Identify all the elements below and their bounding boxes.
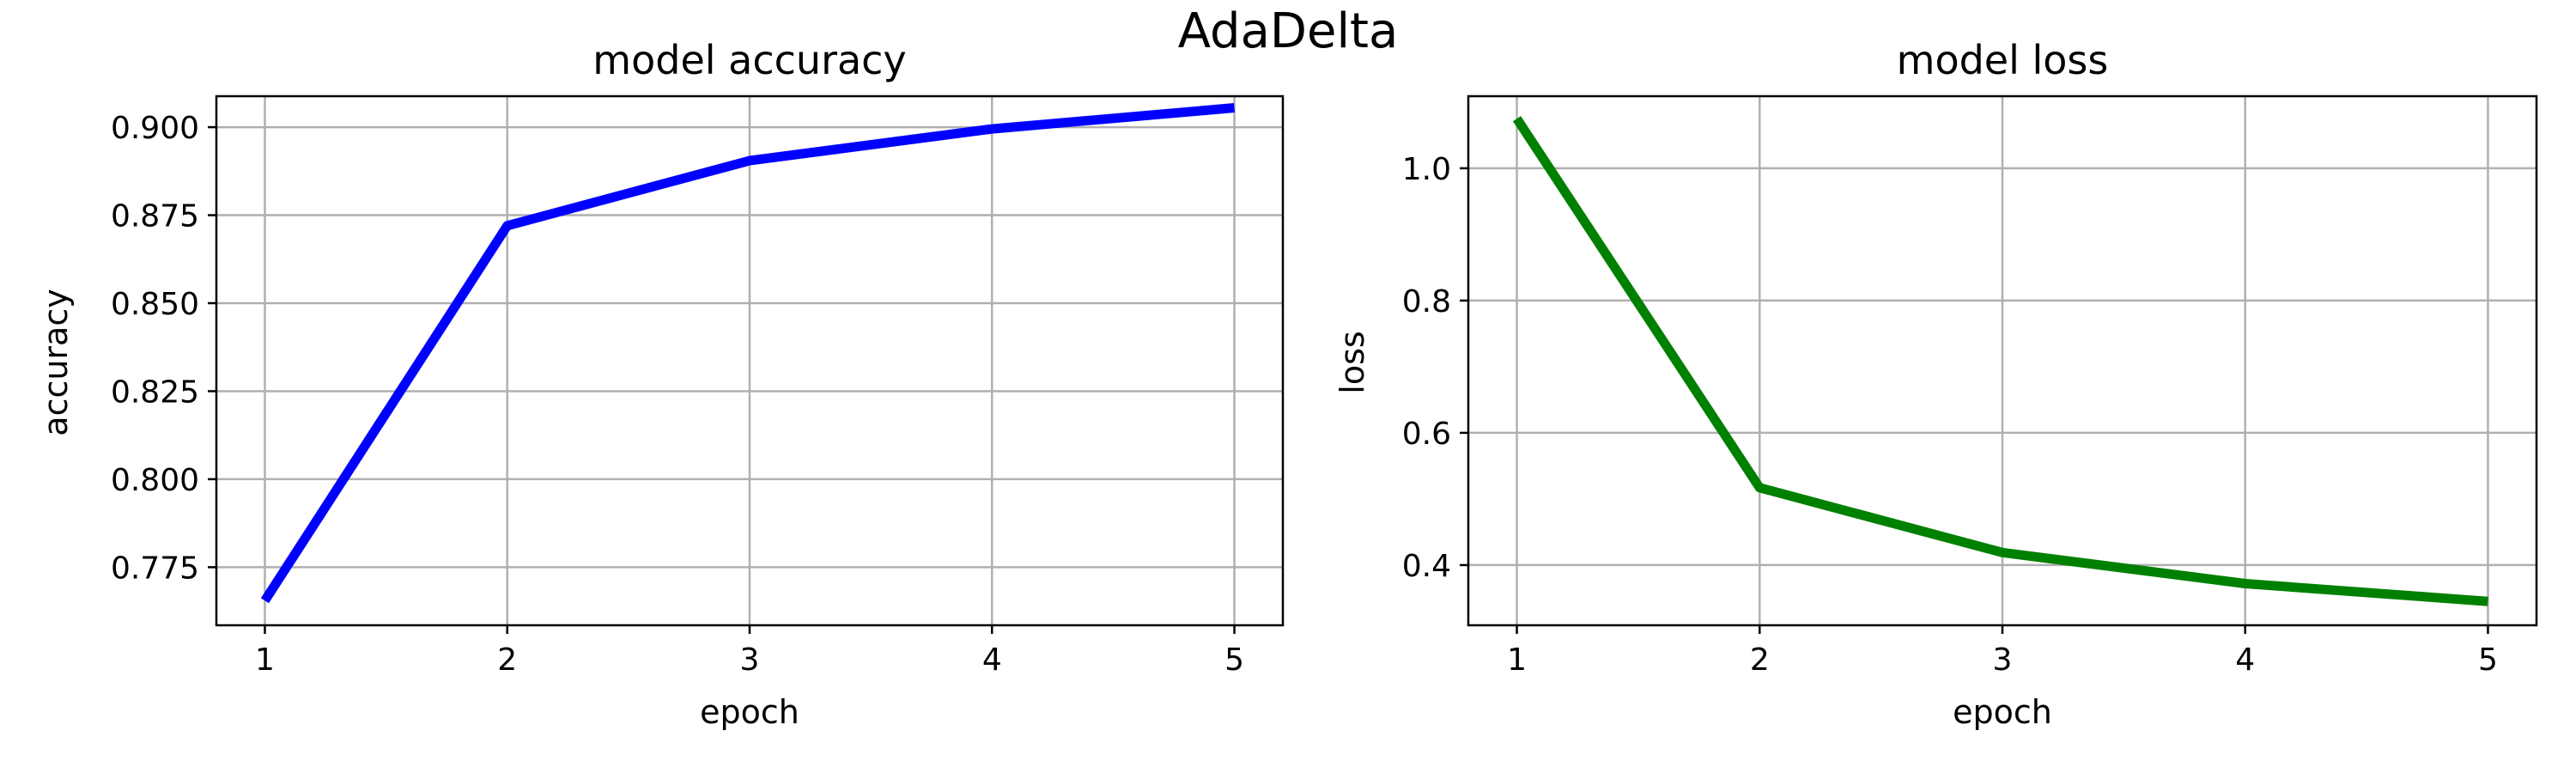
loss-series-line: [1512, 116, 2488, 606]
loss-y-tick-label: 1.0: [1402, 152, 1451, 187]
accuracy-x-tick-label: 4: [982, 642, 1002, 678]
accuracy-chart: model accuracy epoch accuracy 1 2 3 4 5 0.775…: [37, 37, 1285, 731]
accuracy-y-tick-label: 0.900: [111, 111, 199, 146]
accuracy-y-tick-label: 0.775: [111, 551, 199, 586]
loss-x-tick-label: 3: [1993, 642, 2013, 678]
accuracy-y-tick-label: 0.875: [111, 199, 199, 234]
loss-x-tick-label: 1: [1507, 642, 1527, 678]
loss-x-tick-label: 2: [1750, 642, 1770, 678]
accuracy-x-tick-label: 5: [1224, 642, 1244, 678]
accuracy-y-tick-label: 0.800: [111, 463, 199, 498]
loss-y-tick-label: 0.6: [1402, 417, 1451, 452]
loss-chart-title: model loss: [1897, 37, 2109, 83]
loss-y-axis-label: loss: [1334, 331, 1371, 393]
loss-y-tick-label: 0.8: [1402, 284, 1451, 320]
accuracy-y-tick-label: 0.850: [111, 287, 199, 322]
loss-y-tick-label: 0.4: [1402, 549, 1451, 584]
accuracy-x-tick-label: 2: [497, 642, 517, 678]
accuracy-chart-title: model accuracy: [592, 37, 906, 83]
loss-x-axis-label: epoch: [1953, 693, 2052, 731]
loss-plot-frame: [1467, 94, 2538, 627]
loss-chart: model loss epoch loss 1 2 3 4 5 0.4 0.6 0.8 1.0: [1334, 37, 2538, 731]
accuracy-x-tick-label: 3: [740, 642, 760, 678]
accuracy-x-axis-label: epoch: [700, 693, 799, 731]
accuracy-y-tick-label: 0.825: [111, 374, 199, 410]
accuracy-series-line: [260, 103, 1236, 604]
accuracy-x-tick-label: 1: [255, 642, 275, 678]
loss-grid: [1468, 96, 2537, 625]
accuracy-y-axis-label: accuracy: [37, 289, 75, 435]
accuracy-plot-frame: [215, 94, 1285, 627]
loss-x-tick-label: 4: [2235, 642, 2255, 678]
figure-suptitle: AdaDelta: [1178, 3, 1399, 59]
accuracy-grid: [216, 96, 1283, 625]
loss-x-tick-label: 5: [2478, 642, 2498, 678]
